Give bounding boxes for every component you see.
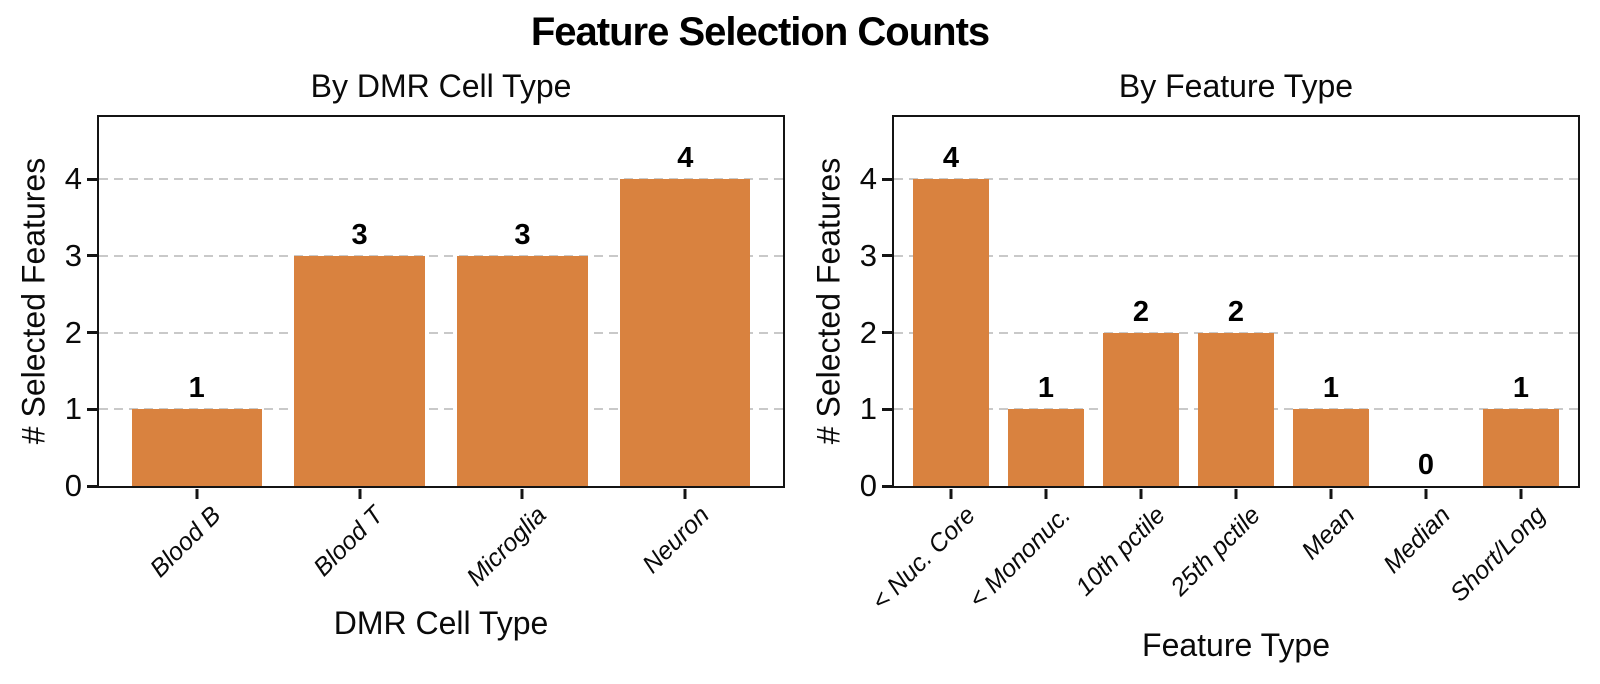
bar-value-label: 1 — [188, 372, 205, 405]
x-tick-mark — [1424, 489, 1428, 499]
bar-slot: 3 Microglia — [441, 117, 604, 592]
bar-slot: 2 10th pctile — [1070, 117, 1188, 601]
bar-value-label: 1 — [1037, 372, 1055, 405]
x-category-label: Neuron — [637, 501, 716, 579]
x-category-label: 25th pctile — [1165, 501, 1266, 602]
y-axis-ticks: 0 1 2 3 4 — [860, 117, 1578, 503]
x-tick-mark — [949, 489, 953, 499]
gridline — [894, 254, 1578, 257]
x-tick-mark — [1519, 489, 1523, 499]
x-tick-mark — [520, 489, 524, 499]
y-tick-label: 2 — [64, 314, 82, 350]
y-axis-ticks: 0 1 2 3 4 — [65, 117, 783, 503]
y-tick-label: 3 — [859, 237, 877, 273]
x-axis-label-left: DMR Cell Type — [333, 605, 549, 641]
gridline — [894, 178, 1578, 181]
plot-area-dmr-cell-type: 0 1 2 3 4 1 Blood B 3 Blood T 3 Microglia 4 Neuron — [65, 115, 785, 592]
bar-slot: 2 25th pctile — [1165, 117, 1283, 601]
y-tick-mark — [882, 177, 892, 181]
x-category-label: < Mononuc. — [963, 501, 1076, 614]
x-category-label: 10th pctile — [1070, 501, 1171, 602]
bar — [131, 409, 262, 486]
bar-value-label: 2 — [1132, 295, 1150, 328]
bar — [1292, 409, 1369, 486]
y-tick-mark — [882, 407, 892, 411]
y-tick-mark — [87, 331, 97, 335]
bar — [1007, 409, 1084, 486]
bar-slot: 1 Mean — [1283, 117, 1378, 565]
y-tick-mark — [87, 407, 97, 411]
y-tick-mark — [882, 484, 892, 488]
x-category-label: < Nuc. Core — [866, 501, 981, 616]
x-category-label: Blood T — [308, 501, 390, 582]
x-tick-mark — [1234, 489, 1238, 499]
x-tick-mark — [1329, 489, 1333, 499]
gridline — [99, 408, 783, 411]
bar — [1197, 332, 1274, 486]
bar-series: 1 Blood B 3 Blood T 3 Microglia 4 Neuron — [115, 117, 767, 592]
subplot-title-dmr-cell-type: By DMR Cell Type — [310, 68, 572, 104]
y-tick-mark — [87, 177, 97, 181]
bar-series: 4 < Nuc. Core 1 < Mononuc. 2 10th pctile 2 25th… — [866, 117, 1568, 616]
x-tick-mark — [195, 489, 199, 499]
bar-value-label: 3 — [514, 218, 531, 251]
bar — [294, 255, 425, 486]
bar-value-label: 1 — [1322, 372, 1340, 405]
y-axis-label-left: # Selected Features — [15, 157, 52, 445]
bar-value-label: 4 — [677, 142, 694, 175]
x-tick-mark — [1139, 489, 1143, 499]
x-category-label: Microglia — [461, 501, 553, 592]
bar — [457, 255, 588, 486]
bar — [1482, 409, 1559, 486]
y-tick-label: 2 — [859, 314, 877, 350]
y-tick-label: 4 — [859, 161, 877, 197]
y-tick-mark — [882, 331, 892, 335]
bar-value-label: 4 — [942, 142, 960, 175]
bar-slot: 1 < Mononuc. — [963, 117, 1093, 614]
y-axis-label-right: # Selected Features — [810, 157, 847, 445]
y-tick-label: 0 — [64, 468, 82, 503]
x-category-label: Mean — [1296, 501, 1361, 566]
y-tick-label: 1 — [859, 391, 877, 427]
bar-value-label: 1 — [1512, 372, 1530, 405]
subplot-title-feature-type: By Feature Type — [1118, 68, 1354, 104]
bar-slot: 4 Neuron — [604, 117, 767, 579]
x-category-label: Median — [1378, 501, 1456, 579]
gridline — [99, 254, 783, 257]
bar-value-label: 0 — [1417, 449, 1435, 481]
x-tick-mark — [1044, 489, 1048, 499]
y-tick-mark — [882, 254, 892, 258]
figure-title: Feature Selection Counts — [530, 10, 990, 54]
y-tick-label: 4 — [64, 161, 82, 197]
plot-area-feature-type: 0 1 2 3 4 4 < Nuc. Core 1 < Mononuc. 2 10th pctil… — [860, 115, 1580, 616]
x-tick-mark — [358, 489, 362, 499]
bar-slot: 1 Short/Long — [1444, 117, 1568, 607]
gridline — [99, 331, 783, 334]
x-category-label: Blood B — [144, 501, 227, 583]
y-tick-mark — [87, 254, 97, 258]
y-tick-label: 0 — [859, 468, 877, 503]
bar-slot: 0 Median — [1378, 117, 1473, 579]
bar — [620, 179, 751, 486]
y-tick-label: 3 — [64, 237, 82, 273]
x-tick-mark — [683, 489, 687, 499]
bar-value-label: 2 — [1227, 295, 1245, 328]
y-tick-mark — [87, 484, 97, 488]
x-category-label: Short/Long — [1444, 501, 1551, 608]
bar-slot: 4 < Nuc. Core — [866, 117, 998, 616]
bar-value-label: 3 — [351, 218, 368, 251]
x-axis-label-right: Feature Type — [1142, 627, 1330, 663]
y-tick-label: 1 — [64, 391, 82, 427]
bar-slot: 3 Blood T — [278, 117, 441, 582]
bar-slot: 1 Blood B — [115, 117, 278, 583]
bar — [912, 179, 989, 486]
gridline — [99, 178, 783, 181]
gridlines — [99, 117, 783, 486]
bar — [1102, 332, 1179, 486]
